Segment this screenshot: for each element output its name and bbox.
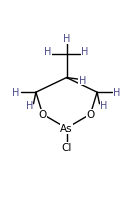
Text: H: H: [63, 34, 70, 44]
Text: H: H: [12, 88, 20, 98]
Text: Cl: Cl: [61, 143, 72, 153]
Text: H: H: [100, 100, 107, 110]
Text: H: H: [26, 100, 33, 110]
Text: H: H: [113, 88, 121, 98]
Text: O: O: [38, 110, 47, 120]
Text: H: H: [81, 47, 89, 57]
Text: As: As: [60, 123, 73, 133]
Text: H: H: [79, 75, 86, 85]
Text: H: H: [44, 47, 52, 57]
Text: O: O: [86, 110, 95, 120]
